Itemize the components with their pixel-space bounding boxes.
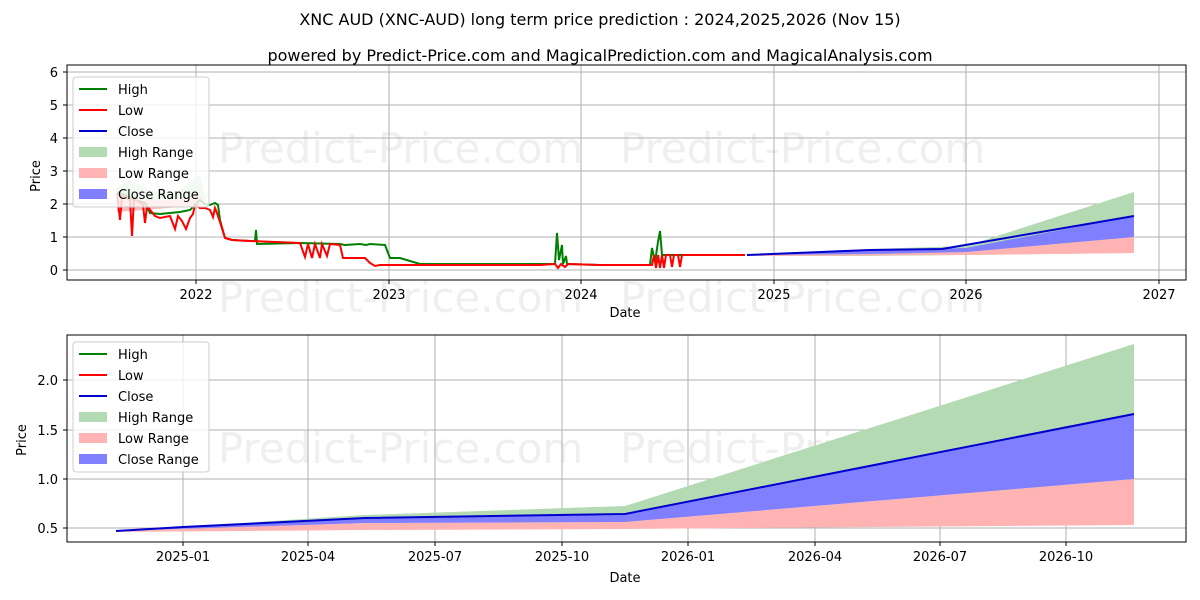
top-legend: High Low Close High Range Low Range Clos… bbox=[72, 76, 210, 208]
legend-close-range-swatch bbox=[79, 454, 107, 464]
bottom-ylabel: Price bbox=[15, 424, 30, 456]
legend-low-range-swatch bbox=[79, 168, 107, 178]
ytick-label: 5 bbox=[50, 99, 58, 114]
top-xticks: 2022 2023 2024 2025 2026 2027 bbox=[179, 280, 1176, 303]
chart-title: XNC AUD (XNC-AUD) long term price predic… bbox=[299, 10, 901, 29]
watermark: Predict-Price.com bbox=[218, 124, 583, 173]
ytick-label: 2.0 bbox=[37, 374, 58, 389]
ytick-label: 1 bbox=[50, 231, 58, 246]
xtick-label: 2025 bbox=[757, 288, 790, 303]
legend-high-range-swatch bbox=[79, 412, 107, 422]
ytick-label: 0.5 bbox=[37, 522, 58, 537]
top-ylabel: Price bbox=[29, 160, 44, 192]
close-range-area bbox=[116, 413, 1134, 531]
legend-label: Low bbox=[118, 104, 144, 119]
watermark: Predict-Price.com bbox=[218, 273, 583, 322]
ytick-label: 3 bbox=[50, 165, 58, 180]
legend-label: High bbox=[118, 348, 148, 363]
ytick-label: 0 bbox=[50, 264, 58, 279]
close-range-forecast bbox=[747, 216, 1134, 255]
ytick-label: 4 bbox=[50, 132, 58, 147]
bottom-chart: Predict-Price.com Predict-Price.com bbox=[15, 334, 1187, 586]
legend-label: Close Range bbox=[118, 453, 199, 468]
top-chart: Predict-Price.com Predict-Price.com Pred… bbox=[29, 64, 1187, 322]
low-range-forecast bbox=[747, 237, 1134, 256]
watermark: Predict-Price.com bbox=[620, 124, 985, 173]
close-line bbox=[115, 413, 1135, 532]
legend-label: Low Range bbox=[118, 432, 189, 447]
legend-close-range-swatch bbox=[79, 189, 107, 199]
bottom-xlabel: Date bbox=[609, 571, 640, 586]
xtick-label: 2026-07 bbox=[913, 550, 967, 565]
legend-label: Close bbox=[118, 125, 153, 140]
legend-label: Close Range bbox=[118, 188, 199, 203]
ytick-label: 2 bbox=[50, 198, 58, 213]
xtick-label: 2026 bbox=[949, 288, 982, 303]
ytick-label: 1.5 bbox=[37, 424, 58, 439]
legend-label: High Range bbox=[118, 146, 193, 161]
ytick-label: 1.0 bbox=[37, 473, 58, 488]
watermark: Predict-Price.com bbox=[620, 273, 985, 322]
ytick-label: 6 bbox=[50, 66, 58, 81]
top-yticks: 0 1 2 3 4 5 6 bbox=[50, 66, 67, 279]
legend-label: Low Range bbox=[118, 167, 189, 182]
legend-label: Close bbox=[118, 390, 153, 405]
bottom-yticks: 0.5 1.0 1.5 2.0 bbox=[37, 374, 67, 537]
xtick-label: 2023 bbox=[372, 288, 405, 303]
xtick-label: 2027 bbox=[1142, 288, 1175, 303]
legend-low-range-swatch bbox=[79, 433, 107, 443]
xtick-label: 2024 bbox=[564, 288, 597, 303]
xtick-label: 2022 bbox=[179, 288, 212, 303]
top-axes-frame bbox=[66, 64, 1187, 281]
high-line bbox=[116, 191, 745, 266]
legend-label: Low bbox=[118, 369, 144, 384]
bottom-xticks: 2025-01 2025-04 2025-07 2025-10 2026-01 … bbox=[156, 542, 1093, 565]
bottom-axes-frame bbox=[66, 334, 1187, 543]
xtick-label: 2026-04 bbox=[788, 550, 842, 565]
watermark: Predict-Price.com bbox=[218, 424, 583, 473]
xtick-label: 2025-01 bbox=[156, 550, 210, 565]
legend-high-range-swatch bbox=[79, 147, 107, 157]
top-xlabel: Date bbox=[609, 306, 640, 321]
xtick-label: 2025-07 bbox=[408, 550, 462, 565]
chart-subtitle: powered by Predict-Price.com and Magical… bbox=[267, 46, 933, 65]
legend-label: High Range bbox=[118, 411, 193, 426]
high-range-area bbox=[116, 344, 1134, 531]
low-range-area bbox=[116, 479, 1134, 532]
xtick-label: 2025-10 bbox=[535, 550, 589, 565]
legend-label: High bbox=[118, 83, 148, 98]
close-line bbox=[746, 215, 1135, 256]
xtick-label: 2026-10 bbox=[1039, 550, 1093, 565]
bottom-legend: High Low Close High Range Low Range Clos… bbox=[72, 341, 210, 473]
low-line bbox=[116, 192, 745, 270]
xtick-label: 2025-04 bbox=[281, 550, 335, 565]
xtick-label: 2026-01 bbox=[661, 550, 715, 565]
